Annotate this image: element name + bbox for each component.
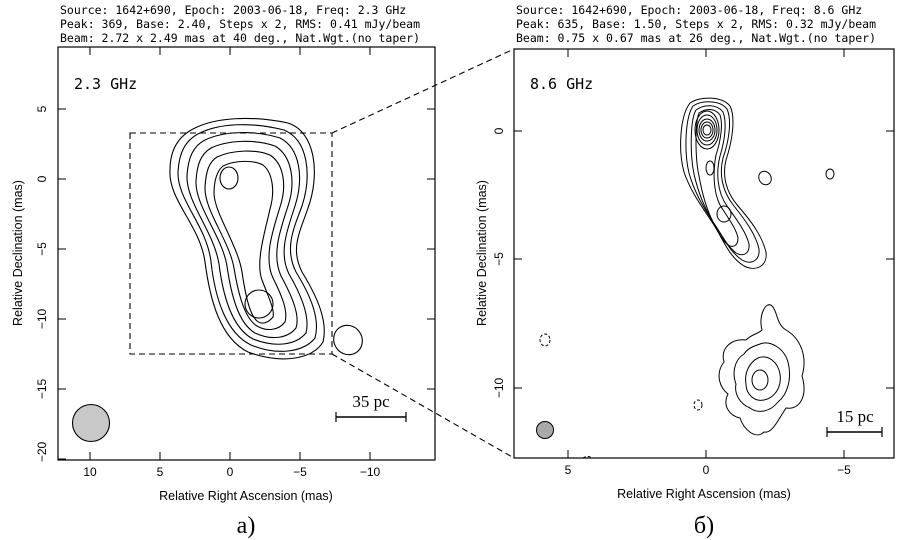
header-right-line-3: Beam: 0.75 x 0.67 mas at 26 deg., Nat.Wg… xyxy=(516,31,876,45)
x-tick-left-3: −5 xyxy=(293,465,307,479)
header-left-line-1: Source: 1642+690, Epoch: 2003-06-18, Fre… xyxy=(60,3,406,17)
beam-ellipse-right xyxy=(536,421,554,439)
y-tick-right-1: −5 xyxy=(492,252,506,266)
plot-frame-left xyxy=(57,46,436,461)
contours-right-lobe xyxy=(718,304,805,436)
zoom-connector-bottom xyxy=(331,353,515,459)
freq-label-right: 8.6 GHz xyxy=(530,75,593,93)
y-tick-left-5: −20 xyxy=(35,441,49,462)
contours-left xyxy=(169,117,363,360)
caption-right: б) xyxy=(694,513,714,539)
x-tick-left-4: −10 xyxy=(360,465,381,479)
beam-ellipse-left xyxy=(71,403,111,443)
y-tick-right-0: 0 xyxy=(492,127,506,134)
scale-bar-left: 35 pc xyxy=(335,392,407,422)
x-axis-label-right: Relative Right Ascension (mas) xyxy=(617,487,791,501)
y-tick-left-1: 0 xyxy=(35,175,49,182)
panel-left: 10 5 0 −5 −10 5 0 −5 −10 −15 −20 Relativ… xyxy=(11,46,436,503)
zoom-box xyxy=(129,132,333,355)
freq-label-left: 2.3 GHz xyxy=(74,75,137,93)
y-axis-label-right: Relative Declination (mas) xyxy=(475,180,489,326)
negative-contours-right xyxy=(539,333,703,459)
header-left-line-3: Beam: 2.72 x 2.49 mas at 40 deg., Nat.Wg… xyxy=(60,31,420,45)
y-tick-right-2: −10 xyxy=(492,377,506,398)
header-left-line-2: Peak: 369, Base: 2.40, Steps x 2, RMS: 0… xyxy=(60,17,420,31)
x-tick-left-2: 0 xyxy=(227,465,234,479)
header-right-line-2: Peak: 635, Base: 1.50, Steps x 2, RMS: 0… xyxy=(516,17,876,31)
x-tick-right-0: 5 xyxy=(565,463,572,477)
panel-right: 5 0 −5 0 −5 −10 Relative Right Ascension… xyxy=(475,48,895,501)
scale-bar-right: 15 pc xyxy=(826,407,883,437)
x-tick-left-0: 10 xyxy=(83,465,97,479)
scale-bar-label-left: 35 pc xyxy=(352,392,390,411)
zoom-connector-top xyxy=(331,48,515,134)
contours-right-core xyxy=(680,97,835,269)
y-tick-left-2: −5 xyxy=(35,242,49,256)
y-axis-label-left: Relative Declination (mas) xyxy=(11,180,25,326)
caption-left: a) xyxy=(237,513,256,539)
x-axis-label-left: Relative Right Ascension (mas) xyxy=(159,489,333,503)
contour-left-blob xyxy=(333,324,363,356)
y-tick-left-0: 5 xyxy=(35,105,49,112)
x-tick-right-2: −5 xyxy=(837,463,851,477)
x-tick-right-1: 0 xyxy=(703,463,710,477)
y-tick-left-4: −15 xyxy=(35,378,49,399)
y-tick-left-3: −10 xyxy=(35,308,49,329)
scale-bar-label-right: 15 pc xyxy=(836,407,874,426)
plot-frame-right xyxy=(513,48,895,459)
x-tick-left-1: 5 xyxy=(157,465,164,479)
header-right-line-1: Source: 1642+690, Epoch: 2003-06-18, Fre… xyxy=(516,3,862,17)
